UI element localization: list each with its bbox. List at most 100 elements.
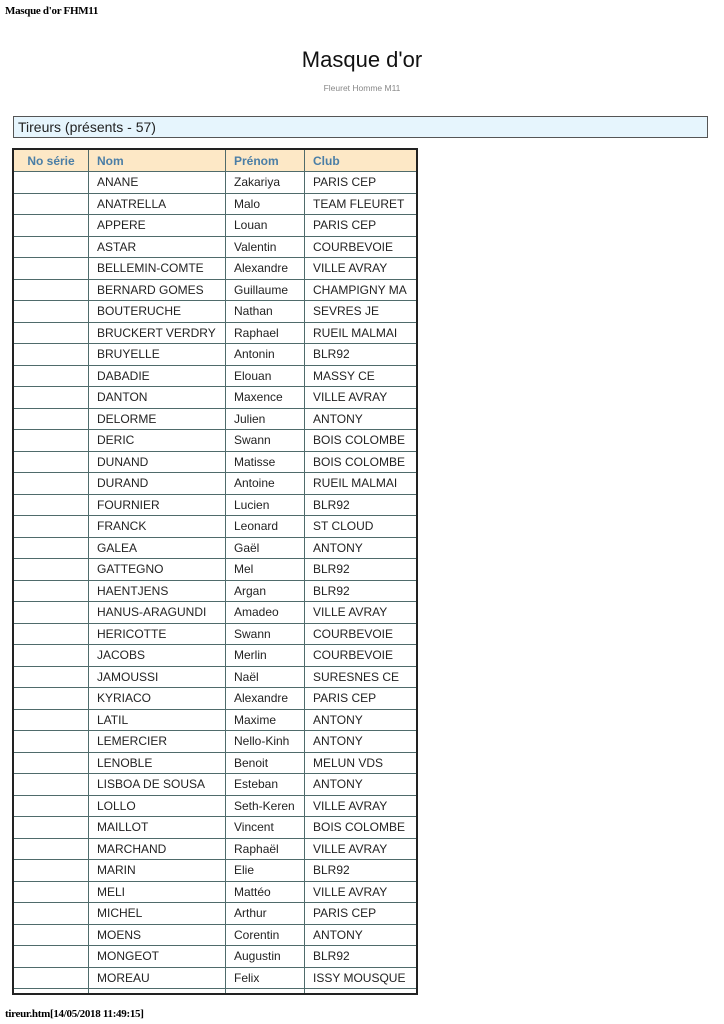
empty-cell bbox=[88, 988, 226, 994]
table-row: KYRIACO Alexandre PARIS CEP bbox=[12, 687, 418, 710]
cell-prenom: Augustin bbox=[225, 945, 305, 968]
cell-no-serie bbox=[12, 257, 89, 280]
cell-club: VILLE AVRAY bbox=[304, 794, 418, 817]
cell-prenom: Louan bbox=[225, 214, 305, 237]
cell-prenom: Alexandre bbox=[225, 687, 305, 710]
table-header-row: No série Nom Prénom Club bbox=[12, 148, 418, 172]
cell-club: BLR92 bbox=[304, 343, 418, 366]
cell-prenom: Raphaël bbox=[225, 837, 305, 860]
cell-nom: LENOBLE bbox=[88, 751, 226, 774]
table-row: LOLLO Seth-Keren VILLE AVRAY bbox=[12, 794, 418, 817]
cell-prenom: Benoit bbox=[225, 751, 305, 774]
table-row: BRUYELLE Antonin BLR92 bbox=[12, 343, 418, 366]
cell-club: ANTONY bbox=[304, 923, 418, 946]
cell-prenom: Swann bbox=[225, 622, 305, 645]
cell-nom: BOUTERUCHE bbox=[88, 300, 226, 323]
cell-nom: HANUS-ARAGUNDI bbox=[88, 601, 226, 624]
cell-prenom: Mattéo bbox=[225, 880, 305, 903]
cell-nom: FRANCK bbox=[88, 515, 226, 538]
cell-club: MASSY CE bbox=[304, 364, 418, 387]
cell-no-serie bbox=[12, 902, 89, 925]
table-row: JACOBS Merlin COURBEVOIE bbox=[12, 644, 418, 667]
cell-prenom: Amadeo bbox=[225, 601, 305, 624]
cell-prenom: Seth-Keren bbox=[225, 794, 305, 817]
cell-nom: MICHEL bbox=[88, 902, 226, 925]
cell-nom: DABADIE bbox=[88, 364, 226, 387]
cell-club: BLR92 bbox=[304, 493, 418, 516]
cell-no-serie bbox=[12, 214, 89, 237]
cell-prenom: Vincent bbox=[225, 816, 305, 839]
cell-no-serie bbox=[12, 923, 89, 946]
cell-club: VILLE AVRAY bbox=[304, 601, 418, 624]
cell-nom: BERNARD GOMES bbox=[88, 278, 226, 301]
cell-club: CHAMPIGNY MA bbox=[304, 278, 418, 301]
table-row: HANUS-ARAGUNDI Amadeo VILLE AVRAY bbox=[12, 601, 418, 624]
column-header-no-serie: No série bbox=[12, 148, 89, 172]
cell-no-serie bbox=[12, 300, 89, 323]
empty-cell bbox=[304, 988, 418, 994]
cell-no-serie bbox=[12, 837, 89, 860]
cell-nom: GALEA bbox=[88, 536, 226, 559]
cell-nom: JAMOUSSI bbox=[88, 665, 226, 688]
cell-no-serie bbox=[12, 450, 89, 473]
cell-no-serie bbox=[12, 429, 89, 452]
cell-no-serie bbox=[12, 880, 89, 903]
cell-nom: DERIC bbox=[88, 429, 226, 452]
cell-club: TEAM FLEURET bbox=[304, 192, 418, 215]
cell-nom: JACOBS bbox=[88, 644, 226, 667]
table-row: MICHEL Arthur PARIS CEP bbox=[12, 902, 418, 925]
cell-prenom: Lucien bbox=[225, 493, 305, 516]
column-header-club: Club bbox=[304, 148, 418, 172]
cell-no-serie bbox=[12, 558, 89, 581]
cell-no-serie bbox=[12, 472, 89, 495]
cell-nom: MONGEOT bbox=[88, 945, 226, 968]
print-footer: tireur.htm[14/05/2018 11:49:15] bbox=[5, 1008, 144, 1020]
page-title: Masque d'or bbox=[301, 47, 423, 72]
cell-no-serie bbox=[12, 859, 89, 882]
cell-no-serie bbox=[12, 794, 89, 817]
table-row: MELI Mattéo VILLE AVRAY bbox=[12, 880, 418, 903]
cell-prenom: Nello-Kinh bbox=[225, 730, 305, 753]
cell-nom: HAENTJENS bbox=[88, 579, 226, 602]
cell-club: MELUN VDS bbox=[304, 751, 418, 774]
cell-prenom: Nathan bbox=[225, 300, 305, 323]
cell-nom: FOURNIER bbox=[88, 493, 226, 516]
cell-prenom: Malo bbox=[225, 192, 305, 215]
cell-no-serie bbox=[12, 708, 89, 731]
cell-no-serie bbox=[12, 278, 89, 301]
cell-no-serie bbox=[12, 966, 89, 989]
page-subtitle: Fleuret Homme M11 bbox=[323, 83, 401, 93]
cell-nom: GATTEGNO bbox=[88, 558, 226, 581]
cell-no-serie bbox=[12, 407, 89, 430]
cell-club: SEVRES JE bbox=[304, 300, 418, 323]
table-row: DERIC Swann BOIS COLOMBE bbox=[12, 429, 418, 452]
cell-prenom: Felix bbox=[225, 966, 305, 989]
cell-no-serie bbox=[12, 665, 89, 688]
table-row: DABADIE Elouan MASSY CE bbox=[12, 364, 418, 387]
cell-prenom: Elouan bbox=[225, 364, 305, 387]
cell-prenom: Valentin bbox=[225, 235, 305, 258]
cell-prenom: Antonin bbox=[225, 343, 305, 366]
cell-nom: ASTAR bbox=[88, 235, 226, 258]
table-row: BELLEMIN-COMTE Alexandre VILLE AVRAY bbox=[12, 257, 418, 280]
cell-no-serie bbox=[12, 192, 89, 215]
cell-nom: APPERE bbox=[88, 214, 226, 237]
cell-no-serie bbox=[12, 751, 89, 774]
table-row: MONGEOT Augustin BLR92 bbox=[12, 945, 418, 968]
cell-no-serie bbox=[12, 644, 89, 667]
cell-no-serie bbox=[12, 171, 89, 194]
cell-club: ANTONY bbox=[304, 407, 418, 430]
table-row: LISBOA DE SOUSA Esteban ANTONY bbox=[12, 773, 418, 796]
cell-no-serie bbox=[12, 321, 89, 344]
table-row: GATTEGNO Mel BLR92 bbox=[12, 558, 418, 581]
cell-nom: DUNAND bbox=[88, 450, 226, 473]
cell-prenom: Antoine bbox=[225, 472, 305, 495]
cell-club: BOIS COLOMBE bbox=[304, 816, 418, 839]
empty-cell bbox=[225, 988, 305, 994]
table-row: GALEA Gaël ANTONY bbox=[12, 536, 418, 559]
table-row: MOENS Corentin ANTONY bbox=[12, 923, 418, 946]
cell-club: BLR92 bbox=[304, 558, 418, 581]
cell-nom: HERICOTTE bbox=[88, 622, 226, 645]
cell-prenom: Elie bbox=[225, 859, 305, 882]
table-row: ASTAR Valentin COURBEVOIE bbox=[12, 235, 418, 258]
